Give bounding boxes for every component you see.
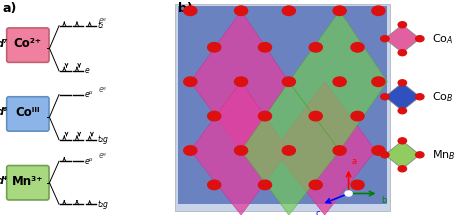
FancyBboxPatch shape <box>7 166 49 200</box>
Circle shape <box>184 6 197 15</box>
Polygon shape <box>241 82 339 215</box>
FancyBboxPatch shape <box>7 97 49 131</box>
Text: c: c <box>316 209 320 215</box>
Circle shape <box>398 166 407 172</box>
Circle shape <box>208 43 221 52</box>
Text: t₂: t₂ <box>97 21 103 30</box>
Circle shape <box>345 191 352 196</box>
Circle shape <box>398 22 407 28</box>
Circle shape <box>372 146 385 155</box>
Text: Co²⁺: Co²⁺ <box>14 37 42 50</box>
Text: b: b <box>382 196 387 205</box>
Circle shape <box>381 36 389 42</box>
Circle shape <box>372 77 385 86</box>
Circle shape <box>351 180 364 190</box>
Circle shape <box>351 111 364 121</box>
Text: d⁶: d⁶ <box>0 108 8 117</box>
Circle shape <box>184 77 197 86</box>
Polygon shape <box>190 82 289 215</box>
Text: Coᴵᴵᴵ: Coᴵᴵᴵ <box>16 106 40 119</box>
Circle shape <box>416 94 424 100</box>
Circle shape <box>398 80 407 86</box>
Polygon shape <box>178 6 387 204</box>
Text: t₂g: t₂g <box>97 135 108 144</box>
Circle shape <box>309 43 322 52</box>
Text: t₂g: t₂g <box>97 200 108 209</box>
Text: eᵍ: eᵍ <box>99 84 107 94</box>
Circle shape <box>333 77 346 86</box>
Circle shape <box>398 108 407 114</box>
Text: Co$_{B}$: Co$_{B}$ <box>432 90 453 104</box>
Text: eᴳ: eᴳ <box>85 90 93 99</box>
Circle shape <box>258 43 272 52</box>
Text: d⁷: d⁷ <box>0 39 8 49</box>
Circle shape <box>208 180 221 190</box>
Polygon shape <box>274 82 375 215</box>
Text: eᵍ: eᵍ <box>99 16 107 25</box>
Polygon shape <box>385 141 420 169</box>
Circle shape <box>283 146 295 155</box>
FancyBboxPatch shape <box>7 28 49 62</box>
Text: Mn$_{B}$: Mn$_{B}$ <box>432 148 456 162</box>
Circle shape <box>333 6 346 15</box>
Circle shape <box>351 43 364 52</box>
FancyBboxPatch shape <box>175 4 391 211</box>
Circle shape <box>235 77 247 86</box>
Circle shape <box>416 36 424 42</box>
Circle shape <box>398 138 407 144</box>
Circle shape <box>283 6 295 15</box>
Circle shape <box>235 146 247 155</box>
Text: a: a <box>352 157 357 166</box>
Text: d⁴: d⁴ <box>0 176 8 186</box>
Text: e: e <box>85 66 90 75</box>
Text: b): b) <box>178 2 193 15</box>
Text: eᵍ: eᵍ <box>99 151 107 160</box>
Circle shape <box>333 146 346 155</box>
Polygon shape <box>289 11 387 150</box>
Circle shape <box>258 111 272 121</box>
Polygon shape <box>190 11 289 150</box>
Circle shape <box>381 152 389 158</box>
Polygon shape <box>385 83 420 111</box>
Polygon shape <box>385 25 420 53</box>
Circle shape <box>208 111 221 121</box>
Circle shape <box>381 94 389 100</box>
Circle shape <box>309 111 322 121</box>
Text: Mn³⁺: Mn³⁺ <box>12 175 44 188</box>
Text: eᴳ: eᴳ <box>85 157 93 166</box>
Circle shape <box>283 77 295 86</box>
Circle shape <box>184 146 197 155</box>
Circle shape <box>372 6 385 15</box>
Circle shape <box>398 50 407 56</box>
Circle shape <box>235 6 247 15</box>
Text: a): a) <box>2 2 17 15</box>
Circle shape <box>309 180 322 190</box>
Text: Co$_{A}$: Co$_{A}$ <box>432 32 453 46</box>
Circle shape <box>258 180 272 190</box>
Circle shape <box>416 152 424 158</box>
